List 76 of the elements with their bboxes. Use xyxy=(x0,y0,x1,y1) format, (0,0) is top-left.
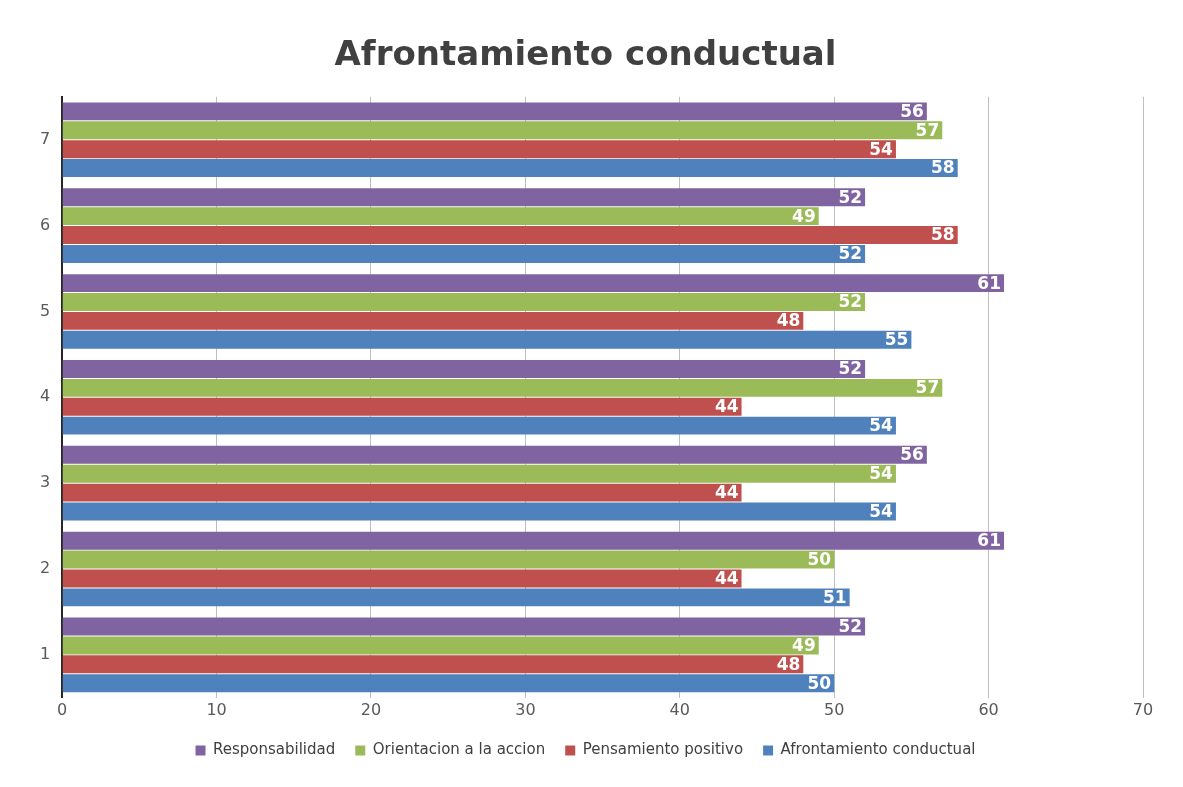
y-tick-label: 1 xyxy=(39,644,51,664)
data-label: 55 xyxy=(884,329,909,350)
data-label: 58 xyxy=(931,157,955,178)
bar xyxy=(62,588,850,607)
y-tick-label: 4 xyxy=(39,386,51,406)
legend-label: Orientacion a la accion xyxy=(372,740,546,759)
x-tick-label: 60 xyxy=(978,699,999,719)
bar xyxy=(62,569,742,588)
data-label: 51 xyxy=(822,586,847,607)
bar xyxy=(62,378,943,397)
x-tick-label: 0 xyxy=(57,699,68,719)
bar xyxy=(62,531,1005,550)
data-label: 49 xyxy=(792,205,816,226)
data-label: 52 xyxy=(838,615,863,636)
data-label: 61 xyxy=(977,272,1002,293)
bar xyxy=(62,445,927,464)
data-label: 50 xyxy=(807,672,832,693)
bar xyxy=(62,483,742,502)
bar xyxy=(62,244,866,263)
bar xyxy=(62,121,943,140)
bar xyxy=(62,550,835,569)
data-label: 52 xyxy=(838,243,863,264)
data-label: 48 xyxy=(776,310,801,331)
data-label: 54 xyxy=(869,463,894,484)
y-tick-label: 5 xyxy=(39,300,51,320)
data-label: 49 xyxy=(792,634,816,655)
data-label: 57 xyxy=(915,377,940,398)
data-label: 52 xyxy=(838,186,863,207)
data-label: 54 xyxy=(869,415,894,436)
bar xyxy=(62,655,804,674)
bar xyxy=(62,293,866,311)
bar xyxy=(62,502,896,521)
bar xyxy=(62,140,896,159)
data-label: 44 xyxy=(714,567,739,588)
bar xyxy=(62,330,912,349)
data-label: 61 xyxy=(977,530,1002,551)
data-label: 44 xyxy=(714,396,739,417)
x-tick-label: 70 xyxy=(1132,699,1154,719)
bar xyxy=(62,416,896,435)
bar xyxy=(62,311,804,330)
chart-title: Afrontamiento conductual xyxy=(334,33,837,74)
data-label: 56 xyxy=(900,100,924,121)
data-label: 54 xyxy=(869,500,894,521)
bar xyxy=(62,188,866,207)
data-label: 48 xyxy=(776,653,801,674)
x-tick-label: 10 xyxy=(206,699,227,719)
data-label: 50 xyxy=(807,548,832,569)
data-label: 52 xyxy=(838,291,863,312)
data-label: 54 xyxy=(869,138,894,159)
legend-label: Afrontamiento conductual xyxy=(780,740,976,759)
bar xyxy=(62,360,866,378)
data-label: 56 xyxy=(900,444,924,465)
x-tick-label: 30 xyxy=(515,699,536,719)
bar xyxy=(62,274,1005,293)
data-label: 44 xyxy=(714,482,739,503)
bar xyxy=(62,207,819,226)
data-label: 52 xyxy=(838,358,863,379)
y-tick-label: 2 xyxy=(39,558,51,578)
bar xyxy=(62,617,866,636)
x-tick-label: 20 xyxy=(360,699,382,719)
x-tick-label: 50 xyxy=(824,699,845,719)
legend-label: Responsabilidad xyxy=(213,740,336,759)
y-tick-label: 3 xyxy=(39,472,51,492)
bar xyxy=(62,636,819,655)
y-tick-label: 6 xyxy=(39,214,51,234)
bar xyxy=(62,102,927,121)
data-label: 57 xyxy=(915,119,940,140)
bar xyxy=(62,674,835,693)
x-tick-label: 40 xyxy=(669,699,690,719)
y-tick-label: 7 xyxy=(39,128,51,148)
bar xyxy=(62,464,896,483)
legend-label: Pensamiento positivo xyxy=(582,740,744,759)
bar xyxy=(62,397,742,416)
data-label: 58 xyxy=(931,224,955,245)
bar xyxy=(62,226,958,244)
bar xyxy=(62,159,958,178)
